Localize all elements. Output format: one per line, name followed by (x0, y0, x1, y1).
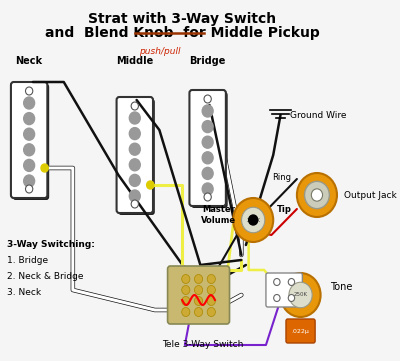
FancyBboxPatch shape (191, 92, 228, 208)
Circle shape (194, 286, 203, 295)
Circle shape (194, 274, 203, 283)
Text: Neck: Neck (16, 56, 43, 66)
Circle shape (129, 127, 140, 140)
Circle shape (24, 175, 35, 187)
Circle shape (129, 112, 140, 124)
Circle shape (129, 190, 140, 202)
Text: and  Blend Knob  for Middle Pickup: and Blend Knob for Middle Pickup (45, 26, 320, 40)
FancyBboxPatch shape (11, 82, 47, 198)
Circle shape (129, 174, 140, 186)
Circle shape (131, 102, 138, 110)
Circle shape (182, 286, 190, 295)
Circle shape (297, 173, 337, 217)
Circle shape (194, 296, 203, 305)
Text: Strat with 3-Way Switch: Strat with 3-Way Switch (88, 12, 276, 26)
Text: 250K: 250K (294, 292, 308, 297)
Circle shape (202, 183, 213, 195)
Circle shape (207, 274, 215, 283)
Circle shape (207, 296, 215, 305)
FancyBboxPatch shape (13, 84, 49, 200)
FancyBboxPatch shape (118, 99, 155, 215)
FancyBboxPatch shape (190, 90, 226, 206)
Circle shape (202, 152, 213, 164)
Text: push/pull: push/pull (139, 47, 180, 56)
Text: Tip: Tip (276, 205, 292, 214)
Circle shape (24, 97, 35, 109)
Circle shape (204, 95, 211, 103)
Circle shape (274, 278, 280, 286)
Circle shape (26, 87, 33, 95)
Text: 3. Neck: 3. Neck (7, 288, 42, 297)
Text: Bridge: Bridge (190, 56, 226, 66)
Circle shape (129, 143, 140, 155)
Text: 1. Bridge: 1. Bridge (7, 256, 48, 265)
Text: 3-Way Switching:: 3-Way Switching: (7, 240, 95, 249)
Circle shape (207, 286, 215, 295)
Circle shape (289, 282, 312, 308)
FancyBboxPatch shape (286, 319, 315, 343)
Circle shape (242, 207, 265, 233)
Circle shape (129, 159, 140, 171)
Text: 250K: 250K (246, 217, 260, 222)
Circle shape (202, 168, 213, 179)
Text: Ring: Ring (272, 173, 292, 182)
FancyBboxPatch shape (168, 266, 230, 324)
Circle shape (207, 308, 215, 317)
Circle shape (311, 189, 322, 201)
Text: Middle: Middle (116, 56, 154, 66)
Circle shape (304, 181, 329, 209)
Circle shape (288, 295, 295, 301)
FancyBboxPatch shape (116, 97, 153, 213)
Text: Output Jack: Output Jack (344, 191, 397, 200)
Circle shape (24, 128, 35, 140)
Circle shape (147, 181, 154, 189)
Circle shape (249, 215, 258, 225)
Circle shape (204, 193, 211, 201)
Circle shape (274, 295, 280, 301)
Text: Tele 3-Way Switch: Tele 3-Way Switch (162, 340, 244, 349)
Circle shape (26, 185, 33, 193)
Text: Master
Volume: Master Volume (201, 205, 236, 225)
Circle shape (182, 308, 190, 317)
Text: Tone: Tone (330, 282, 352, 292)
Circle shape (182, 296, 190, 305)
Circle shape (194, 308, 203, 317)
Circle shape (24, 113, 35, 125)
Circle shape (202, 105, 213, 117)
Circle shape (202, 121, 213, 132)
Circle shape (41, 164, 48, 172)
Circle shape (288, 278, 295, 286)
Circle shape (280, 273, 320, 317)
Circle shape (24, 144, 35, 156)
Text: Ground Wire: Ground Wire (290, 110, 346, 119)
FancyBboxPatch shape (266, 273, 302, 307)
Circle shape (182, 274, 190, 283)
Text: 2. Neck & Bridge: 2. Neck & Bridge (7, 272, 84, 281)
Circle shape (202, 136, 213, 148)
Circle shape (233, 198, 273, 242)
Circle shape (131, 200, 138, 208)
Circle shape (24, 160, 35, 171)
Text: .022μ: .022μ (292, 329, 310, 334)
